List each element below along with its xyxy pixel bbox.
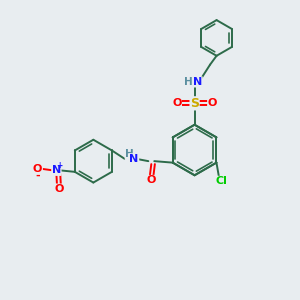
Text: +: + (56, 161, 62, 170)
Text: O: O (33, 164, 42, 174)
Text: Cl: Cl (216, 176, 228, 186)
Text: O: O (208, 98, 217, 108)
Text: N: N (129, 154, 139, 164)
Text: H: H (125, 149, 134, 159)
Text: N: N (193, 77, 202, 87)
Text: S: S (190, 97, 199, 110)
Text: O: O (54, 184, 64, 194)
Text: O: O (147, 176, 156, 185)
Text: O: O (172, 98, 182, 108)
Text: -: - (35, 170, 40, 180)
Text: N: N (52, 165, 61, 176)
Text: H: H (184, 77, 192, 87)
